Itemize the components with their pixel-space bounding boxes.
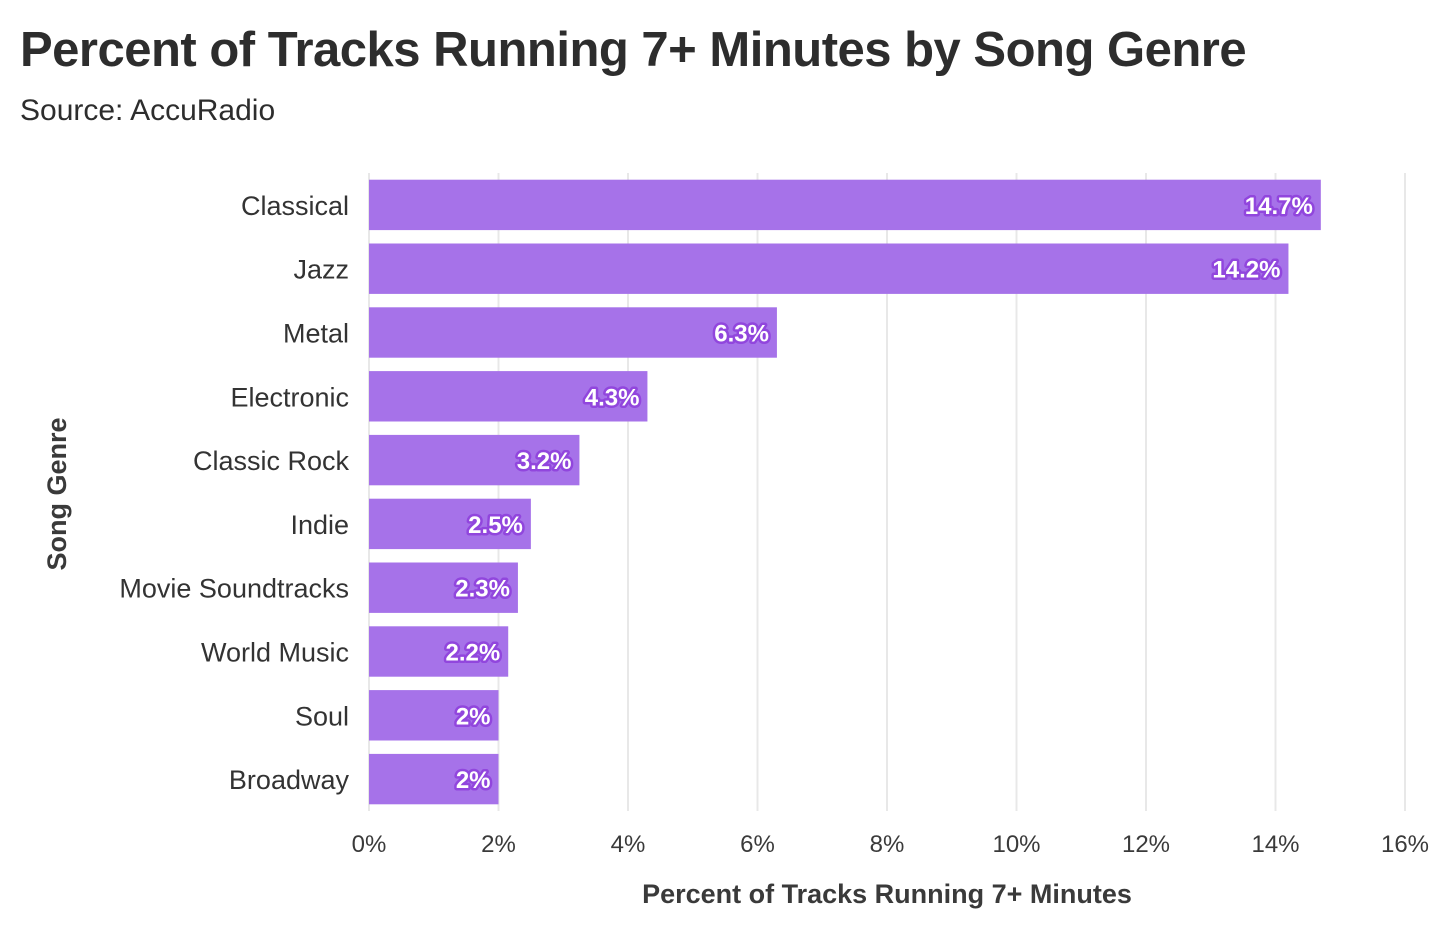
bar-data-label: 2.5%	[468, 512, 523, 539]
bar-jazz	[369, 243, 1289, 294]
x-tick-label: 8%	[870, 831, 905, 858]
bar-movie-soundtracks	[369, 562, 518, 613]
x-tick-label: 4%	[611, 831, 646, 858]
bar-data-label: 14.7%	[1245, 193, 1313, 220]
x-tick-label: 2%	[481, 831, 516, 858]
x-tick-labels: 0% 2% 4% 6% 8% 10% 12% 14% 16%	[352, 831, 1429, 858]
bar-data-label: 2.2%	[446, 640, 501, 667]
category-label: Indie	[290, 510, 349, 540]
x-axis-title: Percent of Tracks Running 7+ Minutes	[642, 879, 1132, 909]
bar-data-label: 2.3%	[455, 576, 510, 603]
bar-data-label: 14.2%	[1212, 257, 1280, 284]
x-tick-label: 12%	[1122, 831, 1170, 858]
x-tick-label: 16%	[1381, 831, 1429, 858]
x-tick-label: 6%	[740, 831, 775, 858]
bar-soul	[369, 690, 499, 741]
x-tick-label: 0%	[352, 831, 387, 858]
bar-classical	[369, 179, 1321, 231]
y-axis-title: Song Genre	[42, 417, 72, 570]
bar-data-label: 6.3%	[714, 321, 769, 348]
bar-classic-rock	[369, 434, 580, 486]
bars	[369, 179, 1321, 805]
bar-data-label: 3.2%	[517, 448, 572, 475]
bar-indie	[369, 498, 531, 550]
category-labels: Classical Jazz Metal Electronic Classic Rock…	[119, 191, 349, 795]
bar-metal	[369, 307, 777, 358]
bar-broadway	[369, 753, 499, 805]
category-label: Classical	[241, 191, 349, 221]
category-label: World Music	[201, 638, 349, 668]
category-label: Jazz	[293, 255, 349, 285]
bar-world-music	[369, 626, 509, 677]
bar-electronic	[369, 371, 648, 422]
category-label: Classic Rock	[193, 446, 350, 476]
bar-data-label: 2%	[456, 767, 491, 794]
chart-title: Percent of Tracks Running 7+ Minutes by …	[20, 23, 1247, 77]
category-label: Broadway	[229, 765, 350, 795]
category-label: Electronic	[230, 382, 349, 412]
category-label: Soul	[295, 701, 349, 731]
chart-subtitle: Source: AccuRadio	[20, 94, 276, 127]
bar-data-labels: 14.7% 14.2% 6.3% 4.3% 3.2% 2.5% 2.3% 2.2% 2% 2%	[443, 190, 1315, 796]
x-tick-label: 10%	[992, 831, 1040, 858]
bar-data-label: 4.3%	[585, 384, 640, 411]
category-label: Movie Soundtracks	[119, 574, 349, 604]
x-tick-label: 14%	[1251, 831, 1299, 858]
category-label: Metal	[283, 319, 349, 349]
bar-data-label: 2%	[456, 703, 491, 730]
